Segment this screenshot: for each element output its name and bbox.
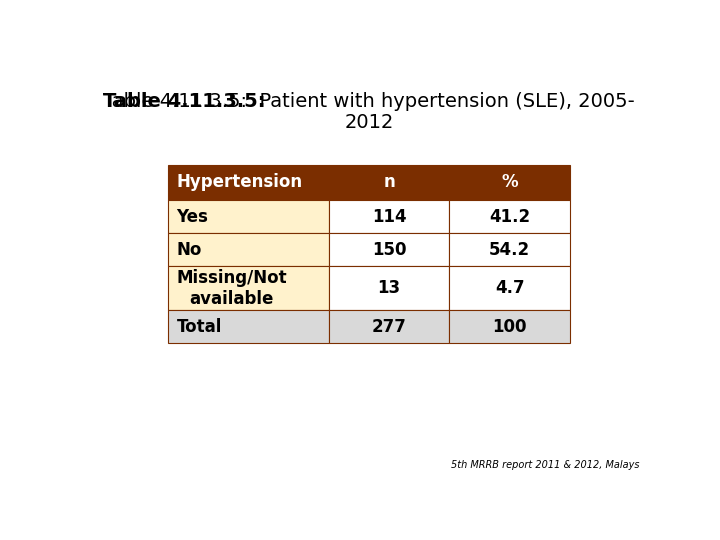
Bar xyxy=(329,310,449,343)
Text: 114: 114 xyxy=(372,207,406,226)
Text: 277: 277 xyxy=(372,318,407,336)
Text: 41.2: 41.2 xyxy=(489,207,530,226)
Bar xyxy=(168,310,329,343)
Text: 5th MRRB report 2011 & 2012, Malays: 5th MRRB report 2011 & 2012, Malays xyxy=(451,460,639,470)
Text: 13: 13 xyxy=(377,279,400,298)
Text: Hypertension: Hypertension xyxy=(176,173,302,191)
Bar xyxy=(168,200,329,233)
Text: Yes: Yes xyxy=(176,207,208,226)
Bar xyxy=(329,200,449,233)
Text: 100: 100 xyxy=(492,318,527,336)
Bar xyxy=(168,266,329,310)
Bar xyxy=(449,165,570,200)
Text: 150: 150 xyxy=(372,241,406,259)
Bar xyxy=(449,200,570,233)
Bar xyxy=(449,310,570,343)
Bar xyxy=(329,165,449,200)
Text: 4.7: 4.7 xyxy=(495,279,524,298)
Text: No: No xyxy=(176,241,202,259)
Bar xyxy=(449,266,570,310)
Bar xyxy=(329,266,449,310)
Text: Table 4.11.3.5:: Table 4.11.3.5: xyxy=(103,92,266,111)
Text: 2012: 2012 xyxy=(344,113,394,132)
Text: Total: Total xyxy=(176,318,222,336)
Text: n: n xyxy=(383,173,395,191)
Bar xyxy=(449,233,570,266)
Bar xyxy=(329,233,449,266)
Bar xyxy=(168,165,329,200)
Text: 54.2: 54.2 xyxy=(489,241,530,259)
Text: %: % xyxy=(501,173,518,191)
Text: Table 4.11.3.5:  Patient with hypertension (SLE), 2005-: Table 4.11.3.5: Patient with hypertensio… xyxy=(103,92,635,111)
Text: Missing/Not
available: Missing/Not available xyxy=(176,269,287,308)
Bar xyxy=(168,233,329,266)
